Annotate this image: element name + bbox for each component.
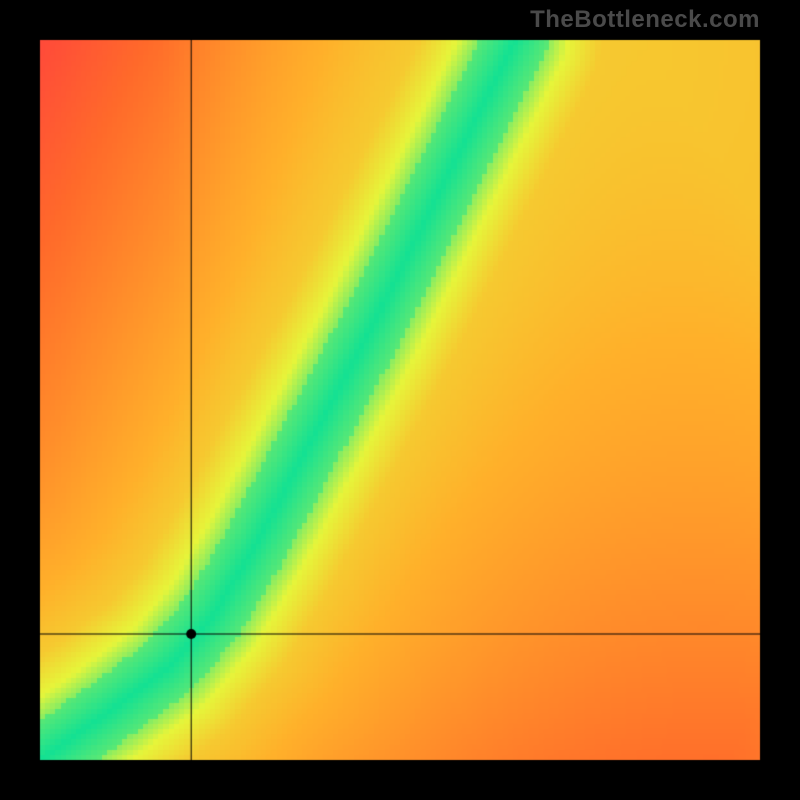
watermark-text: TheBottleneck.com <box>530 6 760 34</box>
bottleneck-heatmap <box>0 0 800 800</box>
chart-container: TheBottleneck.com <box>0 0 800 800</box>
